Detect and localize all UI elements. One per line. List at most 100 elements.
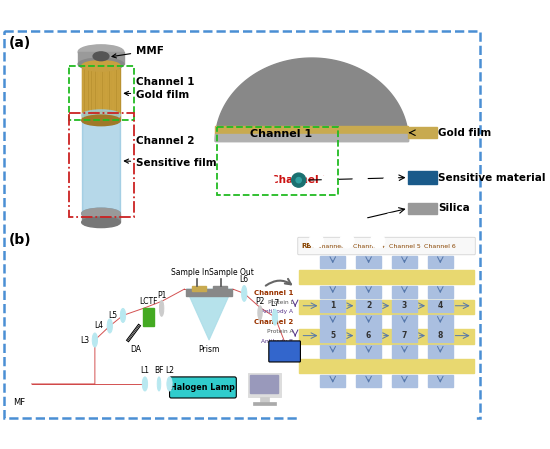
Text: Prism: Prism bbox=[199, 345, 220, 354]
Ellipse shape bbox=[78, 58, 124, 70]
Bar bbox=[321, 299, 345, 312]
Text: Channel 1: Channel 1 bbox=[250, 128, 312, 139]
Bar bbox=[392, 345, 417, 357]
Bar bbox=[299, 359, 474, 374]
Bar bbox=[356, 255, 381, 268]
Text: 8: 8 bbox=[438, 331, 443, 340]
Bar bbox=[321, 330, 345, 342]
Text: Antibody A: Antibody A bbox=[261, 309, 293, 314]
Text: Halogen Lamp: Halogen Lamp bbox=[170, 383, 235, 392]
Bar bbox=[297, 234, 476, 421]
Text: Sensitive material: Sensitive material bbox=[438, 172, 546, 182]
FancyBboxPatch shape bbox=[298, 237, 475, 255]
Bar bbox=[392, 375, 417, 387]
Bar bbox=[392, 299, 417, 312]
Circle shape bbox=[340, 234, 354, 248]
Bar bbox=[113, 66, 115, 120]
Circle shape bbox=[340, 152, 354, 166]
Ellipse shape bbox=[167, 377, 172, 391]
Bar bbox=[260, 397, 269, 401]
FancyBboxPatch shape bbox=[269, 341, 300, 362]
Text: L6: L6 bbox=[240, 275, 249, 284]
Circle shape bbox=[371, 152, 385, 166]
Bar bbox=[299, 330, 474, 343]
Bar bbox=[409, 172, 437, 184]
Bar bbox=[392, 286, 417, 298]
Bar bbox=[299, 299, 474, 314]
Circle shape bbox=[292, 214, 306, 228]
Text: Protein A: Protein A bbox=[267, 330, 293, 335]
Bar bbox=[428, 345, 453, 357]
Circle shape bbox=[243, 234, 257, 248]
Text: 6: 6 bbox=[366, 331, 371, 340]
Ellipse shape bbox=[82, 110, 120, 120]
Circle shape bbox=[292, 173, 306, 187]
FancyBboxPatch shape bbox=[169, 377, 236, 398]
Text: Channel 4: Channel 4 bbox=[353, 243, 384, 249]
Text: 3: 3 bbox=[402, 301, 407, 310]
Bar bbox=[78, 52, 124, 64]
Circle shape bbox=[371, 234, 385, 248]
Text: Protein L: Protein L bbox=[268, 299, 293, 304]
Bar bbox=[89, 66, 91, 120]
Bar bbox=[82, 214, 120, 222]
Circle shape bbox=[309, 152, 323, 166]
Circle shape bbox=[340, 194, 354, 207]
Circle shape bbox=[274, 234, 288, 248]
Bar bbox=[82, 66, 84, 120]
Text: Channel 2: Channel 2 bbox=[271, 175, 329, 185]
Bar bbox=[321, 345, 345, 357]
Bar bbox=[96, 66, 97, 120]
Ellipse shape bbox=[82, 208, 120, 219]
Circle shape bbox=[243, 152, 257, 166]
Bar bbox=[356, 375, 381, 387]
Ellipse shape bbox=[160, 300, 164, 316]
Text: CMOS: CMOS bbox=[271, 347, 298, 356]
Circle shape bbox=[322, 173, 337, 187]
Bar bbox=[213, 286, 227, 291]
Text: Channel 3: Channel 3 bbox=[317, 243, 349, 249]
Text: BF: BF bbox=[154, 366, 164, 375]
Text: L7: L7 bbox=[271, 299, 279, 308]
Text: RBCs: RBCs bbox=[301, 243, 321, 249]
Ellipse shape bbox=[142, 377, 147, 391]
Text: Gold film: Gold film bbox=[124, 89, 189, 100]
Ellipse shape bbox=[241, 286, 247, 301]
Bar bbox=[356, 345, 381, 357]
Bar bbox=[103, 66, 104, 120]
Ellipse shape bbox=[272, 309, 278, 325]
Polygon shape bbox=[215, 58, 409, 141]
Text: (b): (b) bbox=[9, 233, 31, 247]
Text: 1: 1 bbox=[330, 301, 336, 310]
Circle shape bbox=[384, 173, 398, 187]
Text: L3: L3 bbox=[80, 335, 89, 344]
Text: 2: 2 bbox=[366, 301, 371, 310]
Text: Channel 6: Channel 6 bbox=[425, 243, 456, 249]
Text: P1: P1 bbox=[157, 291, 166, 299]
Bar bbox=[428, 330, 453, 342]
Bar bbox=[428, 286, 453, 298]
Circle shape bbox=[261, 173, 275, 187]
Text: MMF: MMF bbox=[112, 46, 164, 58]
Bar bbox=[143, 308, 154, 326]
Bar bbox=[82, 115, 120, 214]
Text: Antibody B: Antibody B bbox=[261, 339, 293, 344]
Bar bbox=[186, 289, 232, 296]
Text: Gold film: Gold film bbox=[438, 128, 492, 138]
Circle shape bbox=[384, 214, 398, 228]
Bar bbox=[99, 66, 101, 120]
Circle shape bbox=[353, 214, 367, 228]
Bar bbox=[321, 286, 345, 298]
Text: 5: 5 bbox=[330, 331, 336, 340]
Bar bbox=[191, 286, 206, 291]
Circle shape bbox=[371, 194, 385, 207]
Text: DA: DA bbox=[130, 345, 141, 354]
Bar bbox=[110, 66, 112, 120]
Ellipse shape bbox=[78, 45, 124, 59]
Text: P2: P2 bbox=[255, 297, 265, 306]
Text: MF: MF bbox=[13, 398, 25, 407]
Ellipse shape bbox=[82, 115, 120, 126]
Text: Channel 1: Channel 1 bbox=[254, 290, 293, 295]
Text: 4: 4 bbox=[438, 301, 443, 310]
Bar bbox=[117, 66, 119, 120]
